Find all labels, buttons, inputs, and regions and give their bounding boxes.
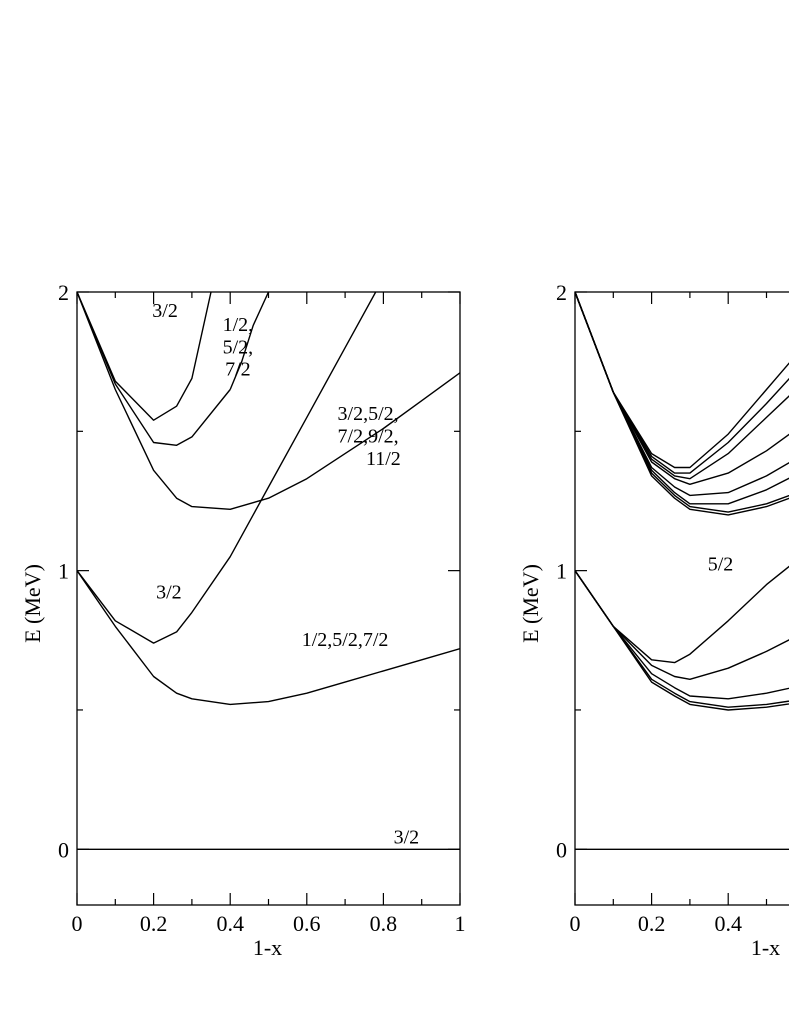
series-line [229,292,270,390]
series-line [575,292,789,497]
curve-label: 7/2,9/2, [338,425,399,447]
x-tick-label: 0.2 [140,911,168,936]
series-line [77,570,460,706]
x-tick-label: 0 [72,911,83,936]
series-line [77,292,460,510]
series-line [77,292,231,446]
x-tick-label: 0.8 [370,911,398,936]
series-line [575,565,789,664]
x-axis-label: 1-x [751,935,780,960]
y-tick-label: 0 [58,837,69,862]
curve-label: 1/2, [223,314,254,336]
series-line [575,292,789,505]
curve-label: 3/2,5/2, [338,403,399,425]
curve-label: 1/2,5/2,7/2 [302,629,389,651]
x-tick-label: 0.4 [714,911,742,936]
series-line [575,570,789,680]
curve-label: 5/2 [708,554,734,576]
series-line [575,292,789,480]
right-panel: 0 0.2 0.4 0 1 2 1-x E (MeV) 5/2 [518,280,789,960]
x-tick-label: 0 [570,911,581,936]
curve-label: 3/2 [394,827,420,849]
series-line [575,292,789,485]
x-axis-label: 1-x [253,935,282,960]
plot-frame [574,291,789,906]
y-tick-label: 1 [556,559,567,584]
x-tick-label: 0.4 [216,911,244,936]
series-group [77,292,460,850]
curve-label: 3/2 [156,582,182,604]
series-line [575,292,789,474]
curve-label: 5/2, [223,336,254,358]
curve-label: 7/2 [225,359,251,381]
series-line [575,570,789,708]
x-tick-label: 0.2 [638,911,666,936]
series-line [575,570,789,700]
series-line [575,292,789,469]
series-line [77,292,212,421]
x-tick-label: 1 [455,911,466,936]
series-line [575,570,789,711]
y-axis-label: E (MeV) [518,564,543,643]
y-tick-label: 1 [58,559,69,584]
series-line [77,292,377,644]
curve-label: 11/2 [366,448,401,470]
y-tick-label: 2 [556,280,567,305]
y-axis-label: E (MeV) [20,564,45,643]
series-line [575,292,789,513]
x-tick-label: 0.6 [293,911,321,936]
series-group [575,292,789,850]
y-tick-label: 0 [556,837,567,862]
curve-label: 3/2 [152,300,178,322]
plot-frame [76,291,461,906]
y-tick-label: 2 [58,280,69,305]
